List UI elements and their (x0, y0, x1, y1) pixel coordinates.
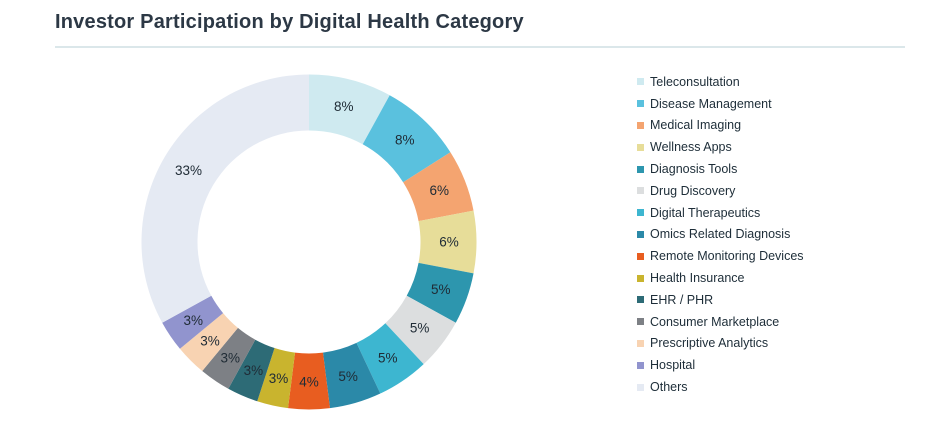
legend-label: Diagnosis Tools (650, 162, 738, 177)
slice-label-hospital: 3% (183, 313, 203, 328)
slice-label-teleconsultation: 8% (334, 99, 354, 114)
donut-slice-medical-imaging[interactable] (403, 152, 474, 222)
legend-swatch-icon (637, 318, 644, 326)
legend-swatch-icon (637, 296, 644, 304)
slice-label-medical-imaging: 6% (429, 183, 449, 198)
legend-label: EHR / PHR (650, 292, 714, 307)
donut-slice-digital-therapeutics[interactable] (356, 323, 424, 394)
legend-swatch-icon (637, 100, 644, 108)
legend-label: Disease Management (650, 96, 772, 111)
donut-slice-others[interactable] (141, 74, 309, 323)
donut-slice-teleconsultation[interactable] (309, 74, 390, 145)
legend-swatch-icon (637, 230, 644, 238)
slice-label-wellness-apps: 6% (439, 235, 459, 250)
slice-label-remote-monitoring-devices: 4% (299, 375, 319, 390)
legend-item-consumer-marketplace[interactable]: Consumer Marketplace (637, 311, 927, 333)
chart-legend: Teleconsultation Disease Management Medica… (637, 71, 927, 398)
legend-swatch-icon (637, 187, 644, 195)
donut-slice-ehr-phr[interactable] (228, 339, 275, 402)
donut-slice-consumer-marketplace[interactable] (202, 327, 256, 389)
legend-label: Remote Monitoring Devices (650, 249, 804, 264)
legend-item-omics-related-diagnosis[interactable]: Omics Related Diagnosis (637, 224, 927, 246)
legend-swatch-icon (637, 209, 644, 217)
legend-item-teleconsultation[interactable]: Teleconsultation (637, 71, 927, 93)
legend-item-disease-management[interactable]: Disease Management (637, 93, 927, 115)
legend-swatch-icon (637, 165, 644, 173)
legend-item-remote-monitoring-devices[interactable]: Remote Monitoring Devices (637, 245, 927, 267)
donut-slice-prescriptive-analytics[interactable] (179, 313, 238, 372)
donut-slice-omics-related-diagnosis[interactable] (322, 342, 381, 409)
legend-item-others[interactable]: Others (637, 376, 927, 398)
slice-label-omics-related-diagnosis: 5% (338, 369, 358, 384)
legend-swatch-icon (637, 383, 644, 391)
donut-slice-disease-management[interactable] (362, 95, 451, 183)
legend-label: Health Insurance (650, 271, 745, 286)
legend-label: Hospital (650, 358, 696, 373)
legend-item-health-insurance[interactable]: Health Insurance (637, 267, 927, 289)
title-divider (55, 46, 905, 48)
legend-label: Digital Therapeutics (650, 205, 761, 220)
legend-item-ehr-phr[interactable]: EHR / PHR (637, 289, 927, 311)
donut-slice-drug-discovery[interactable] (385, 295, 456, 365)
legend-item-prescriptive-analytics[interactable]: Prescriptive Analytics (637, 333, 927, 355)
legend-label: Drug Discovery (650, 183, 736, 198)
slice-label-disease-management: 8% (395, 132, 415, 147)
legend-label: Teleconsultation (650, 74, 740, 89)
legend-swatch-icon (637, 143, 644, 151)
legend-label: Prescriptive Analytics (650, 336, 769, 351)
legend-label: Others (650, 380, 688, 395)
legend-label: Omics Related Diagnosis (650, 227, 791, 242)
legend-item-hospital[interactable]: Hospital (637, 354, 927, 376)
legend-item-drug-discovery[interactable]: Drug Discovery (637, 180, 927, 202)
legend-swatch-icon (637, 361, 644, 369)
legend-label: Consumer Marketplace (650, 314, 780, 329)
legend-item-wellness-apps[interactable]: Wellness Apps (637, 136, 927, 158)
slice-label-health-insurance: 3% (269, 371, 289, 386)
legend-swatch-icon (637, 78, 644, 86)
legend-item-medical-imaging[interactable]: Medical Imaging (637, 115, 927, 137)
slice-label-digital-therapeutics: 5% (378, 350, 398, 365)
page-title: Investor Participation by Digital Health… (55, 11, 524, 33)
donut-slice-remote-monitoring-devices[interactable] (288, 352, 330, 410)
slice-label-others: 33% (175, 163, 202, 178)
legend-swatch-icon (637, 274, 644, 282)
legend-item-digital-therapeutics[interactable]: Digital Therapeutics (637, 202, 927, 224)
legend-swatch-icon (637, 252, 644, 260)
donut-slice-wellness-apps[interactable] (418, 210, 477, 274)
slice-label-drug-discovery: 5% (410, 320, 430, 335)
donut-slice-diagnosis-tools[interactable] (406, 262, 474, 323)
slice-label-ehr-phr: 3% (244, 363, 264, 378)
legend-item-diagnosis-tools[interactable]: Diagnosis Tools (637, 158, 927, 180)
legend-swatch-icon (637, 339, 644, 347)
legend-label: Wellness Apps (650, 140, 732, 155)
donut-slice-health-insurance[interactable] (257, 348, 296, 409)
donut-slice-hospital[interactable] (162, 295, 224, 349)
legend-label: Medical Imaging (650, 118, 742, 133)
slice-label-prescriptive-analytics: 3% (200, 334, 220, 349)
legend-swatch-icon (637, 121, 644, 129)
slice-label-diagnosis-tools: 5% (431, 282, 451, 297)
slice-label-consumer-marketplace: 3% (221, 350, 241, 365)
